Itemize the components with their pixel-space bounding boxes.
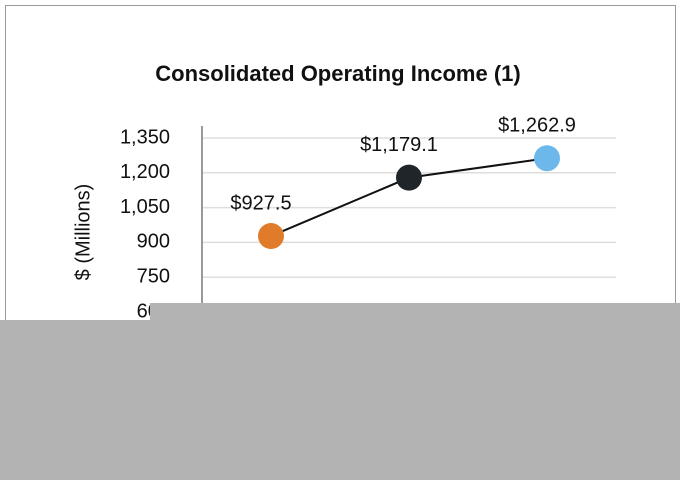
- y-tick-label: 1,050: [120, 196, 170, 218]
- data-point: [258, 223, 284, 250]
- occluding-overlay: [0, 303, 680, 480]
- y-tick-label: 1,350: [120, 126, 170, 148]
- data-label: $927.5: [230, 192, 291, 214]
- data-point: [396, 164, 422, 191]
- y-tick-label: 750: [137, 265, 170, 287]
- y-axis-label: $ (Millions): [72, 184, 94, 281]
- y-tick-label: 900: [137, 231, 170, 253]
- data-label: $1,262.9: [498, 114, 576, 136]
- data-label: $1,179.1: [360, 134, 438, 156]
- data-point: [534, 145, 560, 172]
- plot: 6007509001,0501,2001,350$927.5$1,179.1$1…: [120, 114, 616, 322]
- y-tick-label: 1,200: [120, 161, 170, 183]
- chart-title: Consolidated Operating Income (1): [155, 61, 520, 86]
